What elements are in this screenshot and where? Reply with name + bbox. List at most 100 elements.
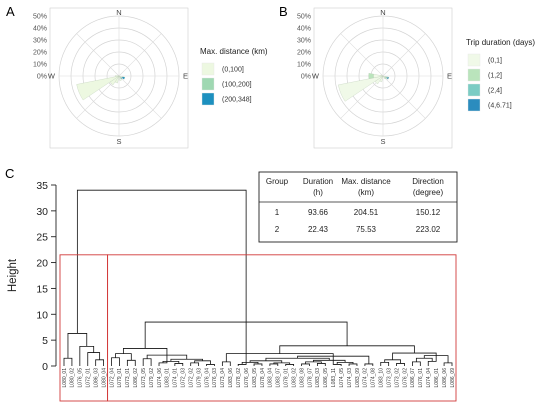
compass-label: N [380,8,385,17]
dendrogram-link [279,345,415,354]
y-axis-tick-label: 15 [36,283,48,295]
leaf-label: L073_04 [220,368,226,388]
compass-label: S [116,137,121,146]
dendrogram-link [415,357,433,362]
rose-grid-spoke [340,75,384,119]
dendrogram-link [144,321,348,349]
dendrogram-link [162,360,180,364]
rose-grid-spoke [118,75,162,119]
leaf-label: L073_02 [394,368,400,388]
leaf-label: L086_03 [93,368,99,388]
leaf-label: L083_03 [315,368,321,388]
leaf-label: L072_01 [86,368,92,388]
summary-table-frame [258,171,458,243]
rose-radial-tick-label: 30% [297,38,311,45]
dendrogram-link [67,333,88,359]
leaf-label: L074_05 [339,368,345,388]
summary-table-header: (h) [313,188,323,197]
leaf-label: L079_01 [117,368,123,388]
leaf-label: L076_04 [204,368,210,388]
leaf-label: L086_06 [442,368,448,388]
leaf-label: L083_11 [331,368,337,387]
dendrogram-link [126,359,136,366]
leaf-label: L086_05 [323,368,329,388]
dendrogram-link [225,353,334,362]
leaf-label: L080_04 [101,368,107,388]
summary-table-header: Max. distance [341,177,391,186]
group-box [107,254,457,402]
dendrogram-link [305,361,322,364]
leaf-label: L083_02 [291,368,297,388]
dendrogram-link [190,362,200,366]
dendrogram-link [253,363,263,366]
rose-sector-segment [118,75,122,81]
leaf-label: L078_07 [307,368,313,388]
dendrogram-link [392,352,437,360]
summary-table-header: (km) [358,188,374,197]
dendrogram-link [348,363,358,366]
leaf-label: L076_06 [244,368,250,388]
rose-grid-spoke [118,33,162,77]
summary-table-cell: 150.12 [416,208,441,217]
rose-radial-tick-label: 20% [297,50,311,57]
rose-grid-spoke [382,33,426,77]
legend-entry: (100,200] [222,82,252,89]
rose-sector-segment [386,76,390,80]
legend-entry: (4,6.71] [488,103,512,110]
summary-table-header: Duration [303,177,333,186]
summary-table-cell: 2 [275,225,280,234]
compass-label: E [183,72,188,81]
rose-radial-tick-label: 40% [297,26,311,33]
rose-sector-segment [368,73,374,79]
legend-swatch [467,83,481,97]
rose-radial-tick-label: 50% [33,14,47,21]
panel-letter-c: C [5,166,14,181]
legend-entry: (0,1] [488,58,502,65]
y-axis-title: Height [7,258,19,292]
legend-title: Max. distance (km) [200,47,268,56]
leaf-label: L072_04 [109,368,115,388]
summary-table-cell: 93.66 [308,208,329,217]
leaf-label: L083_04 [268,368,274,388]
y-axis-tick-label: 10 [36,309,48,321]
dendrogram-link [380,361,390,366]
summary-table-header: (degree) [413,188,444,197]
dendrogram-link [221,361,231,366]
leaf-label: L078_02 [236,368,242,388]
legend-swatch [201,62,215,76]
summary-table-cell: 22.43 [308,225,329,234]
dendrogram-link [396,363,405,366]
dendrogram-link [384,359,401,364]
dendrogram-link [285,364,295,366]
y-axis-tick-label: 5 [42,335,48,347]
compass-label: N [116,8,121,17]
legend-entry: (1,2] [488,73,502,80]
leaf-label: L073_03 [386,368,392,388]
rose-radial-tick-label: 10% [33,62,47,69]
compass-label: S [380,137,385,146]
leaf-label: L083_08 [299,368,305,388]
summary-table-cell: 1 [275,208,280,217]
dendrogram-link [63,357,73,366]
rose-radial-tick-label: 0% [301,74,311,81]
leaf-label: L083_07 [276,368,282,388]
leaf-label: L086_02 [133,368,139,388]
dendrogram-link [265,357,330,361]
dendrogram-link [364,363,374,366]
leaf-label: L080_01 [62,368,68,388]
dendrogram-link [249,360,283,363]
leaf-label: L076_03 [212,368,218,388]
rose-sector-segment [115,75,120,77]
dendrogram-link [237,322,247,366]
leaf-label: L086_01 [434,368,440,388]
compass-label: W [48,72,56,81]
rose-radial-tick-label: 10% [297,62,311,69]
panel-letter-a: A [6,4,15,19]
y-axis-tick-label: 0 [42,361,48,373]
leaf-label: L076_02 [402,368,408,388]
leaf-label: L083_06 [228,368,234,388]
legend-swatch [201,92,215,106]
rose-radial-tick-label: 40% [33,26,47,33]
dendrogram-link [316,363,326,366]
